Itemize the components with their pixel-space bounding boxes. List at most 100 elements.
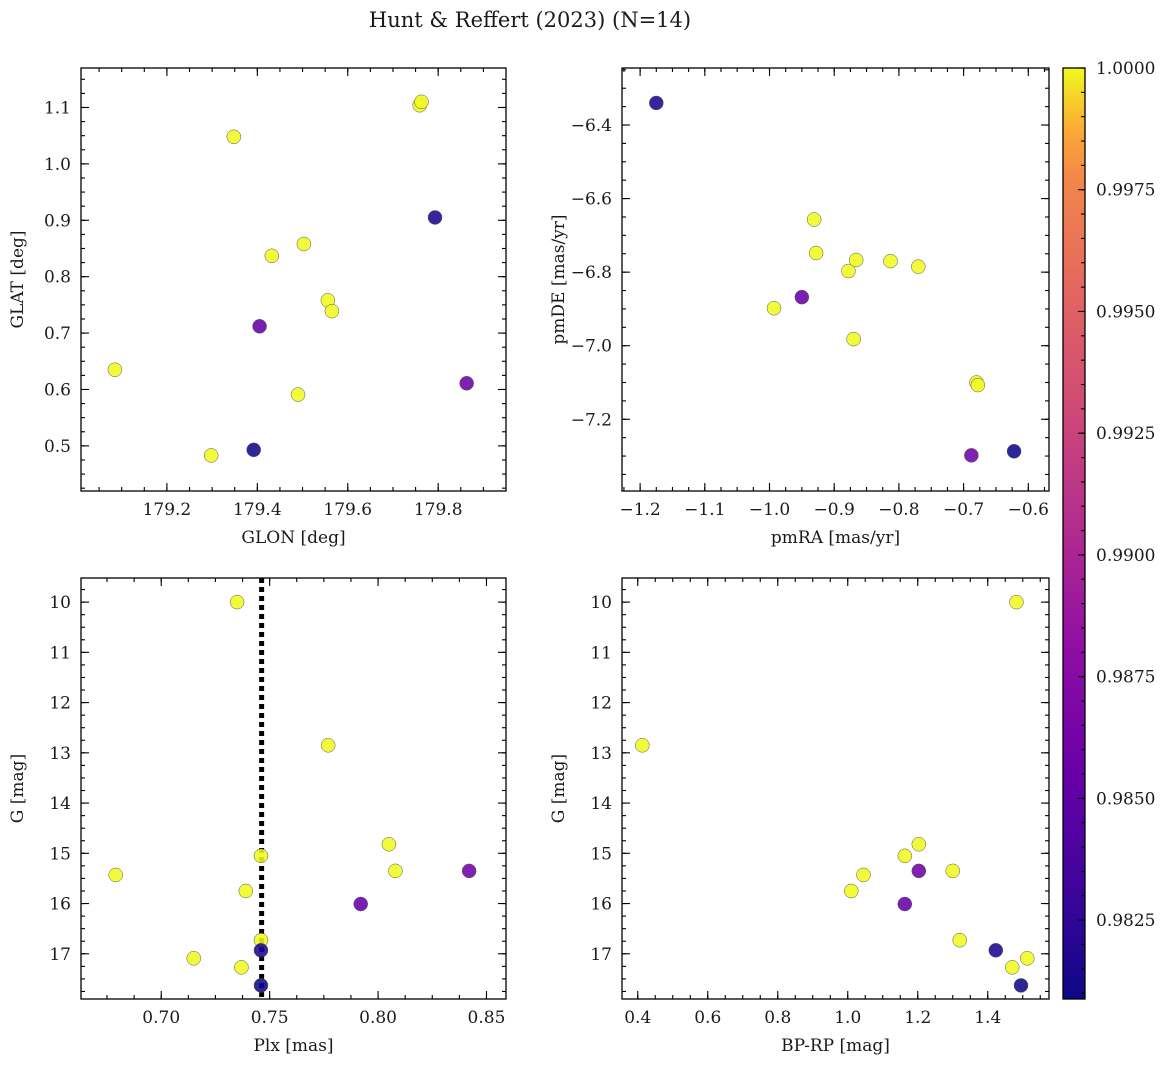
- y-tick-label: 14: [49, 794, 71, 814]
- y-tick-label: 13: [49, 744, 71, 764]
- y-axis-label: G [mag]: [8, 754, 28, 823]
- data-point: [324, 303, 340, 319]
- data-point: [649, 95, 664, 111]
- x-tick-label: −1.0: [749, 500, 790, 520]
- data-point: [253, 943, 269, 958]
- y-tick-label: −6.4: [571, 116, 612, 136]
- panel-frame: [621, 577, 1050, 1000]
- x-tick-label: 179.2: [143, 500, 192, 520]
- y-tick-label: 11: [49, 643, 71, 663]
- colorbar-tick-label: 1.0000: [1096, 59, 1155, 79]
- data-point: [290, 387, 306, 402]
- data-point: [1009, 594, 1024, 610]
- y-tick-label: 11: [590, 643, 612, 663]
- y-tick-label: 0.9: [44, 211, 71, 231]
- data-point: [461, 863, 477, 879]
- data-point: [911, 259, 926, 274]
- data-point: [264, 248, 280, 264]
- data-point: [253, 848, 269, 864]
- data-point: [856, 867, 871, 883]
- x-axis-label: BP-RP [mag]: [781, 1036, 890, 1056]
- y-tick-label: 10: [49, 593, 71, 613]
- data-point: [846, 331, 861, 347]
- data-point: [635, 738, 650, 753]
- y-tick-label: 15: [590, 844, 612, 864]
- x-tick-label: −1.1: [684, 500, 725, 520]
- panel-frame: [80, 577, 507, 1000]
- y-axis-label: pmDE [mas/yr]: [549, 214, 569, 344]
- data-point: [296, 236, 312, 252]
- panel-pm: −1.2 −1.1 −1.0 −0.9 −0.8 −0.7 −0.6 −7.2 −7.0 −6.8…: [549, 67, 1050, 548]
- data-point: [841, 263, 856, 279]
- data-point: [806, 212, 822, 227]
- panel-glon-glat: 179.2 179.4 179.6 179.8 0.5 0.6 0.7 0.8 0.9 1.0 1.…: [8, 67, 507, 548]
- x-tick-label: 0.80: [359, 1008, 397, 1028]
- y-tick-label: −6.8: [571, 263, 612, 283]
- x-tick-label: −0.8: [878, 500, 919, 520]
- x-tick-label: −0.9: [814, 500, 855, 520]
- y-tick-label: 15: [49, 844, 71, 864]
- data-point: [766, 300, 782, 316]
- data-point: [911, 863, 927, 879]
- data-point: [844, 883, 859, 899]
- x-tick-label: −0.7: [943, 500, 984, 520]
- x-tick-label: 1.2: [904, 1008, 931, 1028]
- data-point: [1020, 951, 1035, 966]
- data-point: [897, 848, 913, 864]
- x-tick-label: 0.70: [142, 1008, 180, 1028]
- data-point: [1013, 978, 1029, 993]
- data-point: [897, 896, 913, 912]
- y-tick-label: 1.0: [44, 155, 71, 175]
- x-tick-label: 1.4: [974, 1008, 1001, 1028]
- colorbar-tick-label: 0.9925: [1096, 424, 1155, 444]
- x-tick-label: −1.2: [619, 500, 660, 520]
- data-point: [388, 863, 403, 879]
- x-tick-label: 0.4: [624, 1008, 651, 1028]
- y-tick-label: 13: [590, 744, 612, 764]
- colorbar-gradient: [1062, 67, 1086, 1000]
- y-tick-label: 17: [49, 945, 71, 965]
- colorbar-tick-label: 0.9825: [1096, 911, 1155, 931]
- x-axis-label: GLON [deg]: [241, 528, 345, 548]
- data-point: [964, 448, 979, 463]
- x-tick-label: 179.6: [323, 500, 372, 520]
- data-point: [353, 896, 368, 912]
- colorbar-tick-label: 0.9950: [1096, 302, 1155, 322]
- colorbar-tick-label: 0.9900: [1096, 546, 1155, 566]
- y-tick-label: 16: [590, 895, 612, 915]
- data-point: [320, 738, 336, 753]
- data-point: [848, 252, 864, 268]
- panel-plx-g: 0.70 0.75 0.80 0.85 10 11 12 13 14 15 16 17 Plx [mas…: [8, 577, 507, 1056]
- data-point: [414, 94, 429, 110]
- y-axis-label: G [mag]: [549, 754, 569, 823]
- data-point: [459, 376, 474, 391]
- y-tick-label: 0.6: [44, 380, 71, 400]
- y-tick-label: 0.8: [44, 268, 71, 288]
- x-tick-label: 179.8: [414, 500, 463, 520]
- x-tick-label: 0.6: [694, 1008, 721, 1028]
- panel-cmd: 0.4 0.6 0.8 1.0 1.2 1.4 10 11 12 13 14 15 16 17 BP-RP …: [549, 577, 1050, 1056]
- x-axis-label: pmRA [mas/yr]: [771, 528, 900, 548]
- data-point: [1005, 960, 1020, 975]
- y-axis-label: GLAT [deg]: [8, 230, 28, 328]
- data-point: [203, 448, 219, 463]
- x-tick-label: 0.85: [468, 1008, 506, 1028]
- data-point: [186, 951, 202, 966]
- y-tick-label: 14: [590, 794, 612, 814]
- colorbar-tick-label: 0.9875: [1096, 668, 1155, 688]
- y-tick-label: −7.0: [571, 337, 612, 357]
- panel-frame: [621, 67, 1050, 492]
- data-point: [252, 319, 267, 334]
- data-point: [794, 289, 810, 305]
- data-point: [1006, 444, 1022, 459]
- data-point: [246, 442, 261, 458]
- colorbar: 0.9825 0.9850 0.9875 0.9900 0.9925 0.9950 0.99…: [1062, 59, 1155, 1000]
- data-point: [988, 943, 1004, 958]
- panel-frame: [80, 67, 507, 492]
- data-point: [107, 362, 123, 377]
- data-point: [229, 594, 245, 610]
- chart-title: Hunt & Reffert (2023) (N=14): [369, 8, 691, 32]
- y-tick-label: −6.6: [571, 190, 612, 210]
- data-point: [238, 883, 254, 899]
